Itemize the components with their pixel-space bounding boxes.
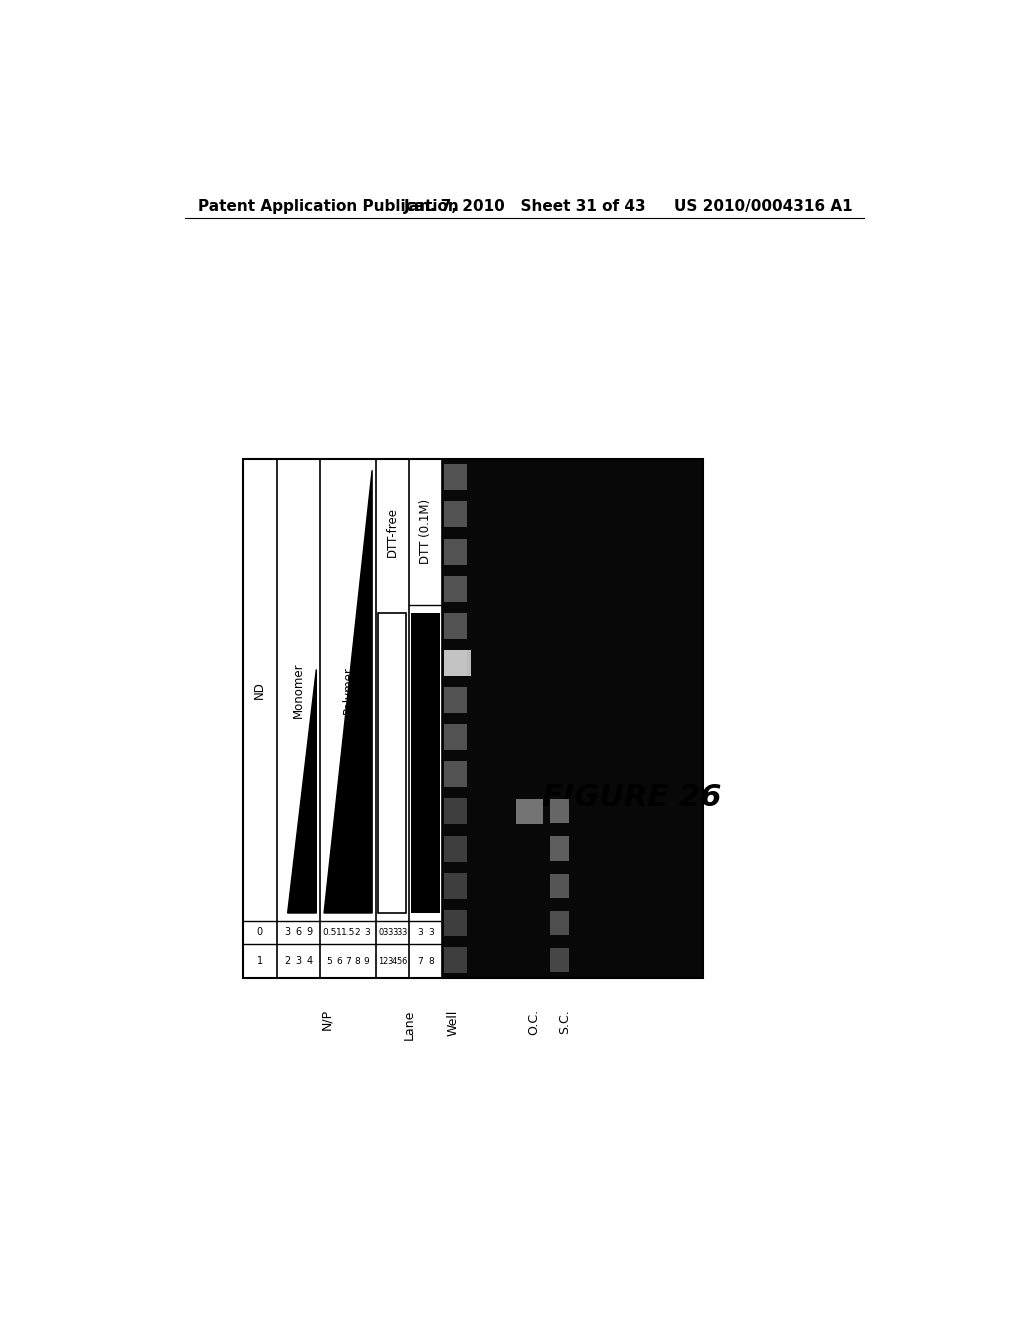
Text: 1: 1 <box>257 956 263 966</box>
Bar <box>411 612 439 913</box>
Text: 5: 5 <box>327 957 333 966</box>
Polygon shape <box>288 669 316 913</box>
Text: 2: 2 <box>354 928 360 937</box>
Text: 7: 7 <box>345 957 351 966</box>
Text: 3: 3 <box>392 928 397 937</box>
Bar <box>444 576 467 602</box>
Bar <box>444 909 467 936</box>
Text: 6: 6 <box>296 927 301 937</box>
Text: 3: 3 <box>383 928 388 937</box>
Bar <box>444 725 467 750</box>
Bar <box>444 946 467 973</box>
Bar <box>550 911 569 935</box>
Bar <box>444 502 467 528</box>
Text: DTT (0.1M): DTT (0.1M) <box>419 499 432 565</box>
Text: 3: 3 <box>285 927 291 937</box>
Bar <box>550 948 569 972</box>
Text: 8: 8 <box>428 957 433 966</box>
Text: 1: 1 <box>378 957 383 966</box>
Text: ND: ND <box>253 681 266 698</box>
Text: Polymer: Polymer <box>342 665 354 714</box>
Bar <box>550 837 569 861</box>
Text: Jan. 7, 2010   Sheet 31 of 43: Jan. 7, 2010 Sheet 31 of 43 <box>403 198 646 214</box>
Bar <box>442 459 703 978</box>
Text: 4: 4 <box>392 957 397 966</box>
Text: 0: 0 <box>378 928 383 937</box>
Text: 3: 3 <box>387 957 392 966</box>
Bar <box>550 800 569 824</box>
Text: 1: 1 <box>336 928 342 937</box>
Bar <box>444 762 467 787</box>
Bar <box>444 873 467 899</box>
Text: Monomer: Monomer <box>292 661 305 718</box>
Text: 8: 8 <box>354 957 360 966</box>
Text: 2: 2 <box>285 956 291 966</box>
Text: O.C.: O.C. <box>526 1010 540 1035</box>
Text: 0: 0 <box>257 927 263 937</box>
Bar <box>444 799 467 825</box>
Text: 3: 3 <box>428 928 433 937</box>
Text: 9: 9 <box>364 957 370 966</box>
Text: 5: 5 <box>396 957 401 966</box>
Text: S.C.: S.C. <box>558 1010 571 1034</box>
Text: 6: 6 <box>401 957 407 966</box>
Text: 3: 3 <box>417 928 423 937</box>
Text: 6: 6 <box>336 957 342 966</box>
Text: 9: 9 <box>306 927 312 937</box>
Text: 3: 3 <box>387 928 392 937</box>
Text: 3: 3 <box>401 928 407 937</box>
Bar <box>516 799 544 824</box>
Text: FIGURE 26: FIGURE 26 <box>542 783 722 812</box>
Bar <box>243 459 442 978</box>
Bar <box>444 836 467 862</box>
Text: 0.5: 0.5 <box>323 928 337 937</box>
Text: Well: Well <box>447 1010 460 1036</box>
Bar <box>444 612 467 639</box>
Text: 2: 2 <box>383 957 388 966</box>
Bar <box>550 874 569 898</box>
Text: 3: 3 <box>296 956 301 966</box>
Bar <box>444 465 467 490</box>
Bar <box>243 459 703 978</box>
Text: DTT-free: DTT-free <box>386 507 398 557</box>
Bar <box>444 686 467 713</box>
Text: N/P: N/P <box>319 1010 333 1031</box>
Text: Patent Application Publication: Patent Application Publication <box>198 198 459 214</box>
Text: US 2010/0004316 A1: US 2010/0004316 A1 <box>674 198 853 214</box>
Text: Lane: Lane <box>402 1010 416 1040</box>
Bar <box>444 649 467 676</box>
Text: 3: 3 <box>364 928 370 937</box>
Bar <box>444 649 471 676</box>
Text: 4: 4 <box>306 956 312 966</box>
Polygon shape <box>324 470 372 913</box>
Bar <box>444 539 467 565</box>
Text: 3: 3 <box>396 928 402 937</box>
Text: 7: 7 <box>417 957 423 966</box>
Text: 1.5: 1.5 <box>341 928 355 937</box>
Bar <box>378 612 407 913</box>
